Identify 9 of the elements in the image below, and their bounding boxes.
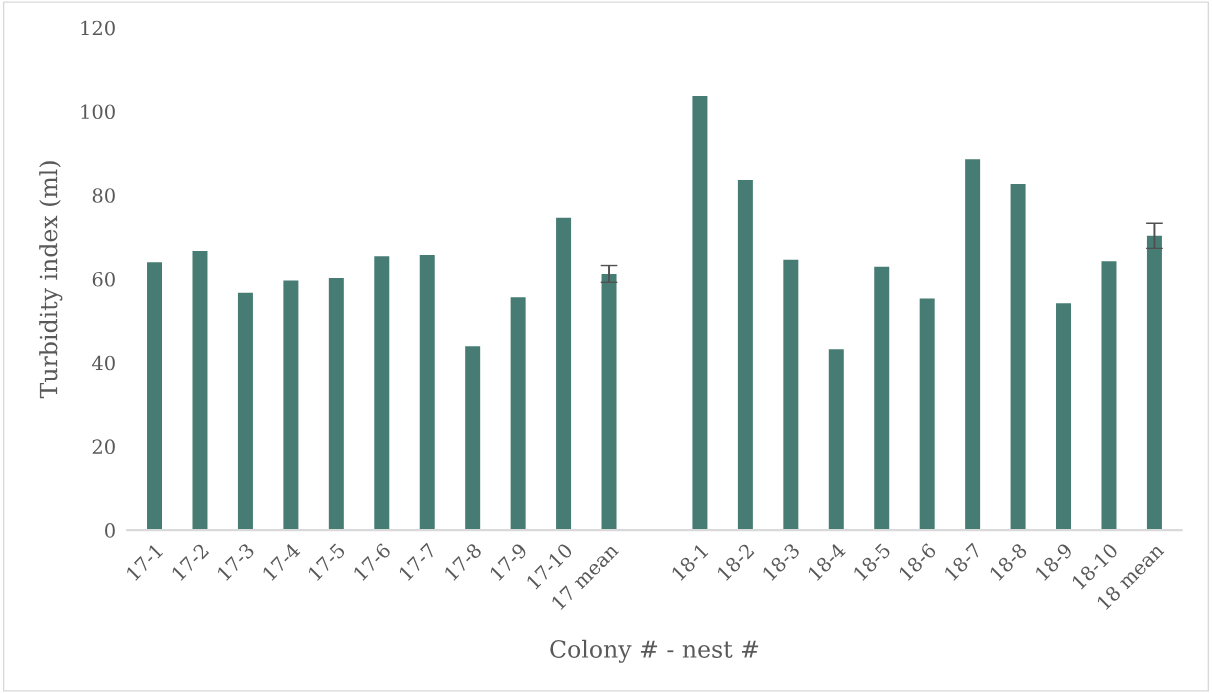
y-tick-label: 20 [92,439,115,455]
y-tick-label: 80 [92,188,115,203]
y-tick-label: 120 [81,20,115,36]
y-tick-label: 40 [92,355,115,371]
y-tick-label: 100 [81,104,115,120]
y-tick-label: 0 [105,523,115,538]
y-tick-label: 60 [92,271,115,287]
y-axis-title: Turbidity index (ml) [39,161,63,399]
x-axis-title: Colony # - nest # [550,639,759,663]
